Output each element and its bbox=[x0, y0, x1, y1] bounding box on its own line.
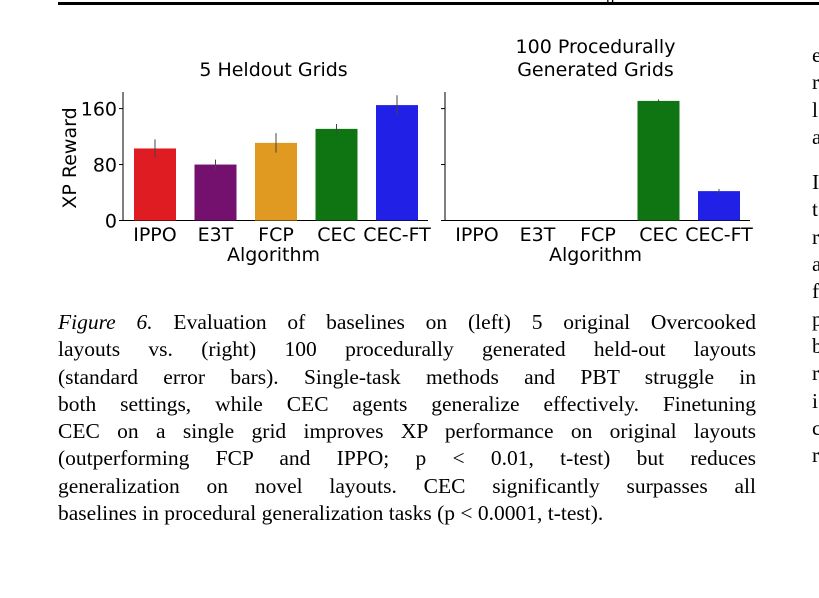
x-axis-label: Algorithm bbox=[549, 244, 642, 266]
caption-line: Figure 6. Evaluation of baselines on (le… bbox=[58, 309, 756, 336]
adjacent-line: r bbox=[812, 224, 819, 249]
chart-title-line: Generated Grids bbox=[517, 59, 674, 81]
caption-line: baselines in procedural generalization t… bbox=[58, 501, 604, 526]
y-axis-label: XP Reward bbox=[59, 107, 81, 208]
adjacent-line: p bbox=[812, 306, 819, 331]
bar-cec-ft bbox=[698, 191, 740, 221]
bar-fcp bbox=[255, 142, 297, 221]
x-tick-label: FCP bbox=[258, 224, 294, 246]
page-top-rule bbox=[58, 2, 819, 5]
caption-line: (standard error bars). Single-task metho… bbox=[58, 364, 756, 389]
figure-caption: Figure 6. Evaluation of baselines on (le… bbox=[58, 309, 756, 527]
y-tick-label: 80 bbox=[93, 155, 117, 177]
x-axis-label: Algorithm bbox=[227, 244, 320, 266]
figure-6-charts: 0 80 160 IPPO E3T FCP CEC CEC-FT Algorithm 5 Held… bbox=[59, 36, 753, 266]
chart-title-line: 100 Procedurally bbox=[516, 36, 676, 58]
adjacent-line: r bbox=[812, 443, 819, 468]
bar-cec-ft bbox=[376, 105, 418, 221]
adjacent-line: l bbox=[812, 97, 818, 122]
caption-line: layouts vs. (right) 100 procedurally gen… bbox=[58, 337, 756, 362]
caption-line: both settings, while CEC agents generali… bbox=[58, 391, 756, 416]
chart-title: 5 Heldout Grids bbox=[199, 59, 347, 81]
x-tick-label: IPPO bbox=[133, 224, 176, 246]
adjacent-gap bbox=[812, 151, 819, 169]
caption-line: CEC on a single grid improves XP perform… bbox=[58, 419, 756, 444]
adjacent-line: a bbox=[812, 252, 819, 277]
x-tick-label: E3T bbox=[520, 224, 556, 246]
adjacent-line: a bbox=[812, 124, 819, 149]
x-tick-label: FCP bbox=[580, 224, 616, 246]
caption-line: (outperforming FCP and IPPO; p < 0.01, t… bbox=[58, 446, 756, 471]
adjacent-line: r bbox=[812, 361, 819, 386]
page-top-fragment: p bbox=[606, 0, 618, 2]
y-tick-label: 0 bbox=[105, 211, 117, 233]
y-tick-label: 160 bbox=[81, 99, 117, 121]
adjacent-line: I bbox=[812, 170, 819, 195]
adjacent-line: c bbox=[812, 415, 819, 440]
bar-cec bbox=[315, 128, 358, 221]
caption-label: Figure 6. bbox=[58, 310, 153, 334]
adjacent-line: e bbox=[812, 43, 819, 67]
caption-line: generalization on novel layouts. CEC sig… bbox=[58, 473, 756, 498]
adjacent-column-fragment: e r l a I t r a f p b r i c r bbox=[812, 42, 819, 469]
x-tick-label: IPPO bbox=[455, 224, 498, 246]
x-tick-label: CEC-FT bbox=[363, 224, 431, 246]
adjacent-line: b bbox=[812, 333, 819, 358]
adjacent-line: i bbox=[812, 388, 818, 413]
adjacent-line: f bbox=[812, 279, 819, 304]
x-tick-label: E3T bbox=[198, 224, 234, 246]
x-tick-label: CEC bbox=[639, 224, 678, 246]
adjacent-line: r bbox=[812, 70, 819, 95]
adjacent-line: t bbox=[812, 197, 818, 222]
caption-line-text: Evaluation of baselines on (left) 5 orig… bbox=[152, 310, 757, 334]
bar-cec bbox=[637, 100, 680, 221]
bar-ippo bbox=[134, 148, 176, 221]
bar-e3t bbox=[194, 164, 237, 221]
x-tick-label: CEC bbox=[317, 224, 356, 246]
x-tick-label: CEC-FT bbox=[685, 224, 753, 246]
